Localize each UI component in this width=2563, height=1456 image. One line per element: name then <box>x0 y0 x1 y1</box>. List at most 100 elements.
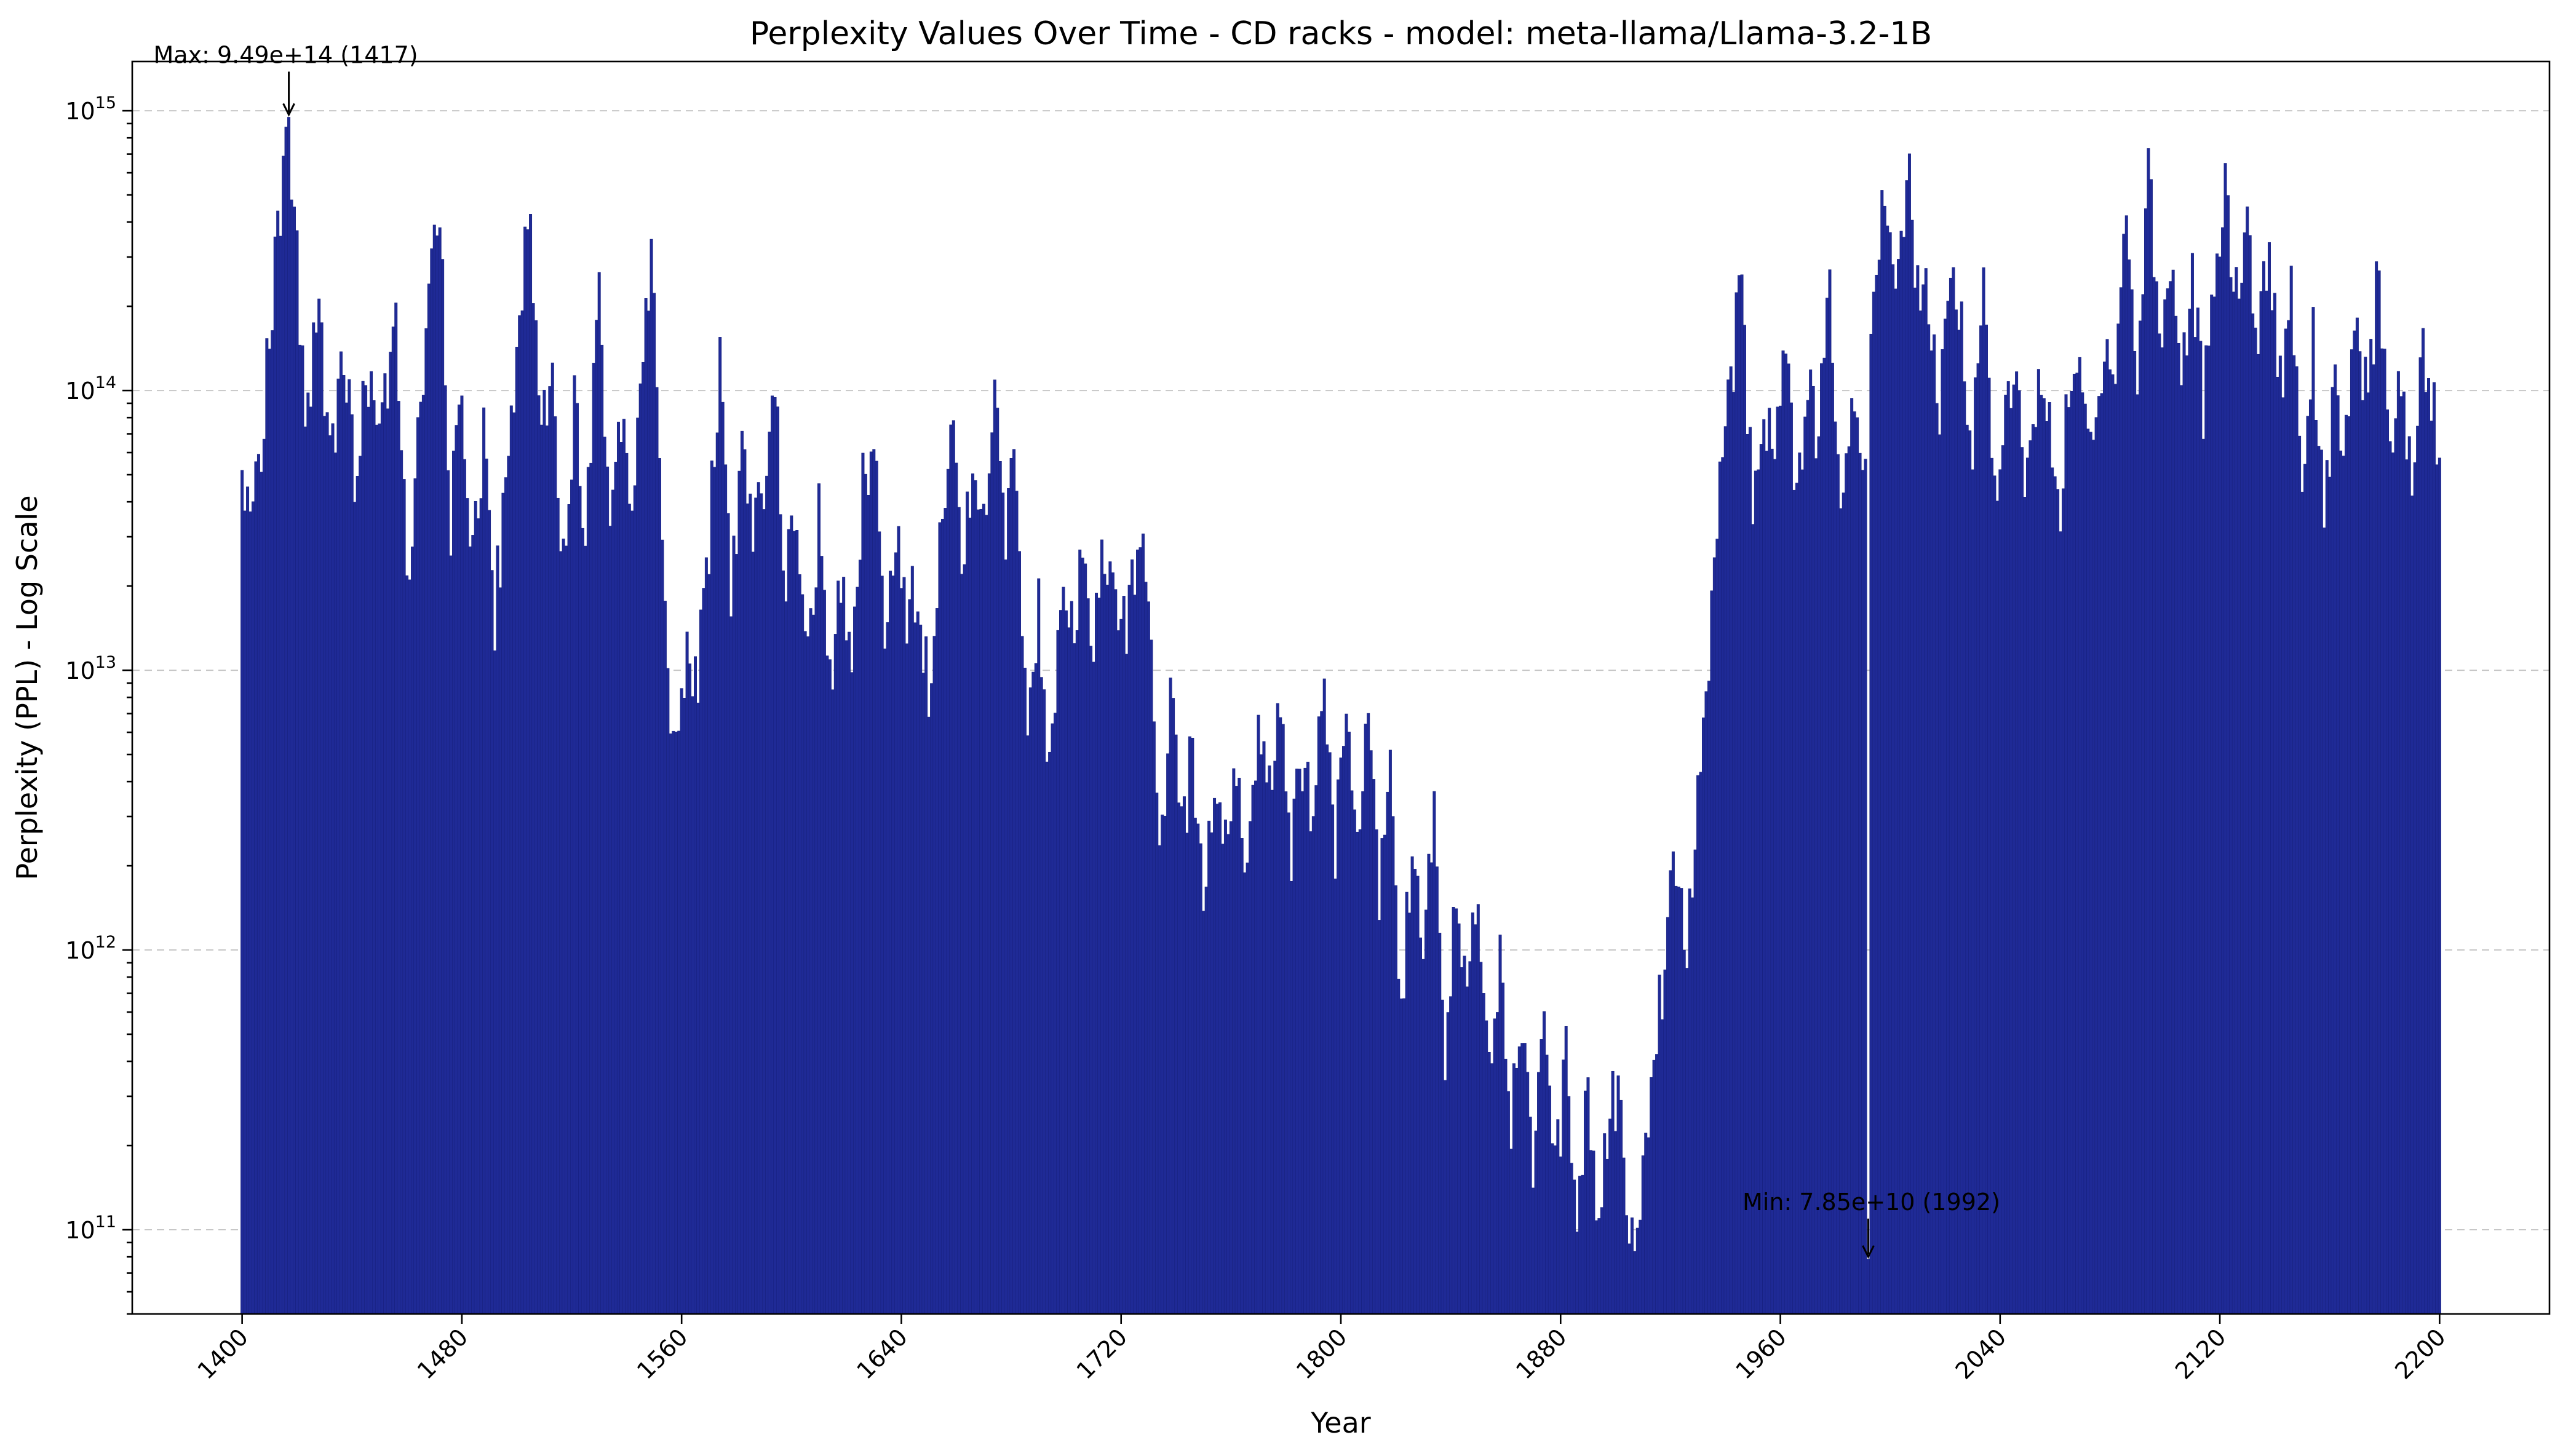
bar-1929 <box>1693 849 1697 1315</box>
bar-1626 <box>861 453 865 1315</box>
bar-2176 <box>2372 364 2375 1315</box>
bar-1486 <box>477 518 480 1315</box>
bar-1550 <box>653 293 656 1315</box>
bar-1952 <box>1757 469 1760 1315</box>
x-tick-label: 2120 <box>2170 1323 2231 1385</box>
bar-2132 <box>2251 313 2255 1315</box>
bar-2157 <box>2319 449 2323 1315</box>
bar-1594 <box>773 397 777 1315</box>
bar-1408 <box>262 438 266 1315</box>
bar-2150 <box>2300 491 2304 1315</box>
bar-1527 <box>589 462 593 1315</box>
bar-1760 <box>1229 821 1233 1315</box>
bar-1647 <box>919 624 923 1315</box>
bar-1622 <box>850 672 854 1315</box>
bar-1401 <box>243 510 247 1315</box>
bar-1922 <box>1674 885 1678 1315</box>
bar-1850 <box>1476 904 1480 1315</box>
bar-1492 <box>493 650 496 1315</box>
bar-1692 <box>1043 689 1046 1315</box>
bar-1796 <box>1328 752 1332 1315</box>
bar-1811 <box>1369 750 1373 1315</box>
bar-2042 <box>2004 394 2008 1315</box>
bar-2161 <box>2331 387 2334 1315</box>
bar-2109 <box>2188 309 2191 1315</box>
bar-1613 <box>825 655 829 1315</box>
bar-1732 <box>1152 721 1156 1315</box>
bar-1924 <box>1680 888 1683 1315</box>
bar-1516 <box>559 551 563 1315</box>
bar-1475 <box>447 470 450 1315</box>
bar-1556 <box>669 733 672 1315</box>
bar-1487 <box>479 498 483 1315</box>
bar-1416 <box>284 127 288 1315</box>
bar-1809 <box>1364 723 1367 1315</box>
bar-1708 <box>1086 598 1090 1315</box>
bar-1727 <box>1138 547 1142 1315</box>
bar-2066 <box>2070 390 2073 1315</box>
bar-1542 <box>630 510 634 1315</box>
bar-1834 <box>1432 791 1436 1315</box>
bar-2164 <box>2339 450 2343 1315</box>
bar-1996 <box>1877 259 1881 1315</box>
bar-1607 <box>809 608 813 1315</box>
x-tick-label: 1400 <box>192 1323 253 1385</box>
bar-1912 <box>1647 1137 1650 1315</box>
bar-1818 <box>1388 750 1392 1315</box>
bar-1773 <box>1265 782 1268 1315</box>
bar-2070 <box>2081 392 2084 1315</box>
bar-2075 <box>2094 417 2098 1315</box>
bar-2177 <box>2375 261 2378 1315</box>
bar-1930 <box>1696 775 1700 1315</box>
bar-1552 <box>658 458 661 1315</box>
bar-1536 <box>614 462 618 1315</box>
bar-1802 <box>1345 713 1348 1315</box>
bar-1557 <box>672 730 675 1315</box>
bar-2163 <box>2336 395 2340 1315</box>
bar-1728 <box>1141 533 1145 1315</box>
bar-2006 <box>1905 180 1909 1315</box>
bar-2184 <box>2394 418 2398 1315</box>
bar-1856 <box>1493 1018 1496 1315</box>
bar-1447 <box>370 371 373 1315</box>
bar-1916 <box>1658 975 1661 1315</box>
bar-1948 <box>1746 434 1749 1315</box>
bar-1843 <box>1457 923 1461 1315</box>
bar-1518 <box>565 545 568 1315</box>
bar-1642 <box>905 643 908 1315</box>
bar-2092 <box>2141 294 2145 1315</box>
bar-1465 <box>419 402 423 1315</box>
bar-2114 <box>2201 438 2205 1315</box>
bar-1637 <box>891 576 895 1315</box>
bar-1472 <box>438 227 442 1315</box>
bar-1601 <box>792 531 796 1315</box>
bar-1981 <box>1836 454 1840 1315</box>
bar-1643 <box>908 599 912 1315</box>
bar-2035 <box>1985 325 1988 1315</box>
bar-1902 <box>1619 1099 1623 1315</box>
bar-1606 <box>806 636 810 1315</box>
bar-2076 <box>2097 396 2101 1315</box>
bar-1511 <box>545 425 549 1315</box>
bar-1679 <box>1007 488 1011 1315</box>
bar-1515 <box>556 497 560 1315</box>
bar-2094 <box>2147 148 2150 1315</box>
bar-2022 <box>1949 277 1952 1315</box>
bars-layer <box>240 117 2441 1315</box>
bar-1674 <box>993 379 996 1315</box>
bar-1469 <box>430 248 434 1315</box>
bar-1888 <box>1581 1174 1584 1315</box>
bar-2159 <box>2325 460 2329 1315</box>
bar-1455 <box>391 326 395 1315</box>
bar-1790 <box>1311 816 1315 1315</box>
bar-1894 <box>1597 1218 1601 1315</box>
bar-1751 <box>1204 887 1208 1315</box>
bar-1923 <box>1677 887 1680 1315</box>
bar-1913 <box>1650 1077 1653 1315</box>
bar-2172 <box>2361 400 2364 1315</box>
bar-1837 <box>1440 999 1444 1315</box>
bar-2144 <box>2284 328 2287 1315</box>
bar-1921 <box>1671 851 1675 1315</box>
bar-2027 <box>1963 381 1966 1315</box>
